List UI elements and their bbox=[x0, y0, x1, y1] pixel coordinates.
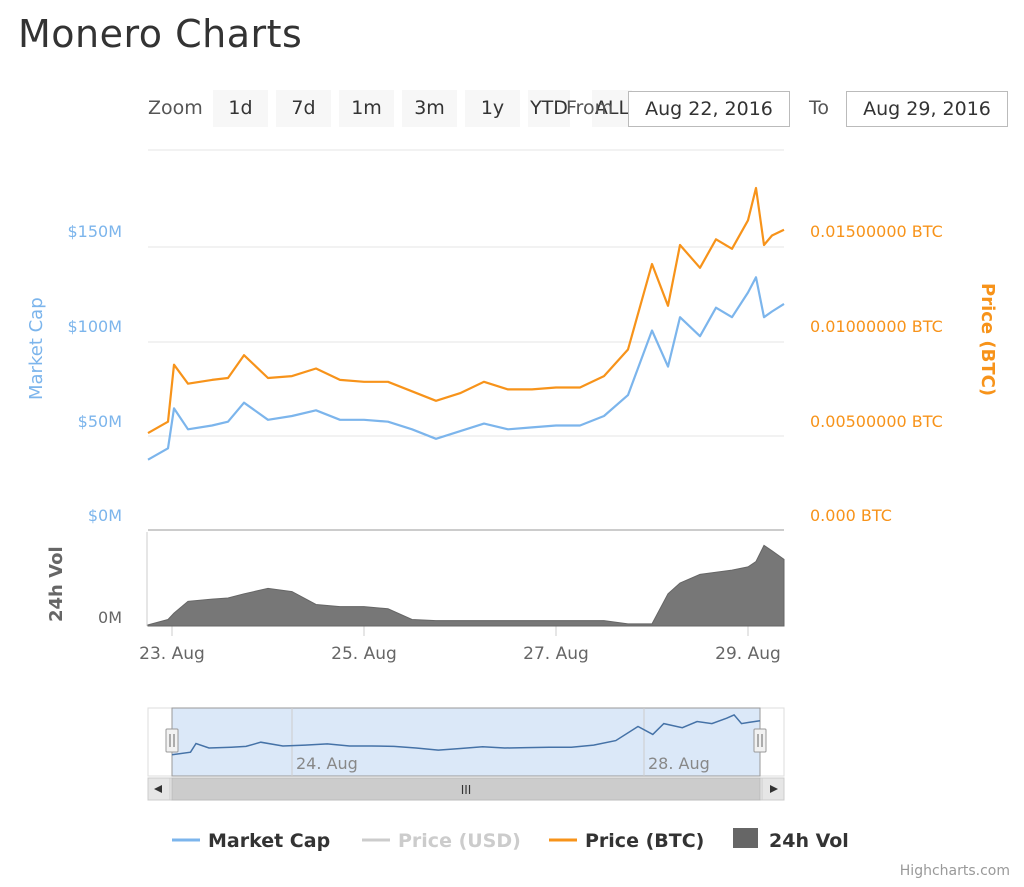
series-24h-vol-area bbox=[147, 544, 785, 627]
legend-item-price-usd-label: Price (USD) bbox=[398, 830, 521, 852]
navigator-tick-label: 24. Aug bbox=[296, 754, 358, 773]
y-left-tick-label: $50M bbox=[78, 412, 122, 431]
y-right-tick-label: 0.000 BTC bbox=[810, 506, 892, 525]
series-market-cap-line bbox=[147, 276, 785, 461]
zoom-button-1d[interactable]: 1d bbox=[213, 90, 268, 127]
navigator[interactable]: 24. Aug 28. Aug III bbox=[147, 707, 785, 801]
from-date-input[interactable]: Aug 22, 2016 bbox=[628, 91, 790, 127]
zoom-button-ytd[interactable]: YTD bbox=[528, 90, 570, 127]
y-right-axis-title: Price (BTC) bbox=[977, 283, 998, 396]
x-tick-label: 25. Aug bbox=[331, 644, 397, 664]
y-right-tick-label: 0.01000000 BTC bbox=[810, 317, 943, 336]
to-date-input[interactable]: Aug 29, 2016 bbox=[846, 91, 1008, 127]
scroll-left-arrow-icon bbox=[154, 785, 162, 793]
to-label: To bbox=[809, 97, 830, 119]
scrollbar-left-button bbox=[147, 777, 171, 801]
scrollbar-track bbox=[147, 777, 785, 801]
y-left-tick-label: $100M bbox=[67, 317, 122, 336]
zoom-button-7d[interactable]: 7d bbox=[276, 90, 331, 127]
scrollbar-thumb bbox=[171, 777, 761, 801]
credits-link[interactable]: Highcharts.com bbox=[899, 863, 1010, 879]
navigator-selected-range bbox=[171, 707, 761, 777]
legend[interactable]: Market Cap Price (USD) Price (BTC) 24h Vol bbox=[172, 828, 849, 852]
navigator-tick-label: 28. Aug bbox=[648, 754, 710, 773]
zoom-button-1y[interactable]: 1y bbox=[465, 90, 520, 127]
zoom-button-all[interactable]: ALL bbox=[592, 90, 632, 127]
from-label: From bbox=[566, 97, 614, 119]
scrollbar-grip-icon: III bbox=[461, 783, 472, 797]
x-tick-label: 27. Aug bbox=[523, 644, 589, 664]
legend-item-price-btc-label: Price (BTC) bbox=[585, 830, 704, 852]
x-tick-label: 29. Aug bbox=[715, 644, 781, 664]
scroll-right-arrow-icon bbox=[770, 785, 778, 793]
navigator-handle bbox=[753, 728, 767, 753]
page-title: Monero Charts bbox=[18, 12, 303, 56]
y-right-tick-label: 0.01500000 BTC bbox=[810, 222, 943, 241]
x-tick-label: 23. Aug bbox=[139, 644, 205, 664]
legend-item-24h-vol-label: 24h Vol bbox=[769, 830, 849, 852]
y-left-axis-title: Market Cap bbox=[26, 297, 47, 400]
y-left-tick-label: $150M bbox=[67, 222, 122, 241]
y-left-tick-label: $0M bbox=[88, 506, 122, 525]
series-price-btc-line bbox=[147, 186, 785, 435]
axes: $0M $50M $100M $150M 0.000 BTC 0.00500000 BTC… bbox=[26, 222, 998, 664]
y-right-tick-label: 0.00500000 BTC bbox=[810, 412, 943, 431]
volume-tick-label: 0M bbox=[98, 608, 122, 627]
series-group bbox=[147, 186, 785, 627]
zoom-label: Zoom bbox=[148, 97, 203, 119]
legend-item-market-cap-label: Market Cap bbox=[208, 830, 330, 852]
navigator-frame bbox=[147, 707, 785, 777]
navigator-handle bbox=[165, 728, 179, 753]
navigator-series-line bbox=[171, 713, 761, 756]
scrollbar-right-button bbox=[761, 777, 785, 801]
zoom-button-3m[interactable]: 3m bbox=[402, 90, 457, 127]
grid-lines bbox=[148, 149, 784, 531]
legend-item-24h-vol-symbol bbox=[733, 828, 758, 848]
volume-axis-title: 24h Vol bbox=[46, 546, 67, 622]
zoom-button-1m[interactable]: 1m bbox=[339, 90, 394, 127]
